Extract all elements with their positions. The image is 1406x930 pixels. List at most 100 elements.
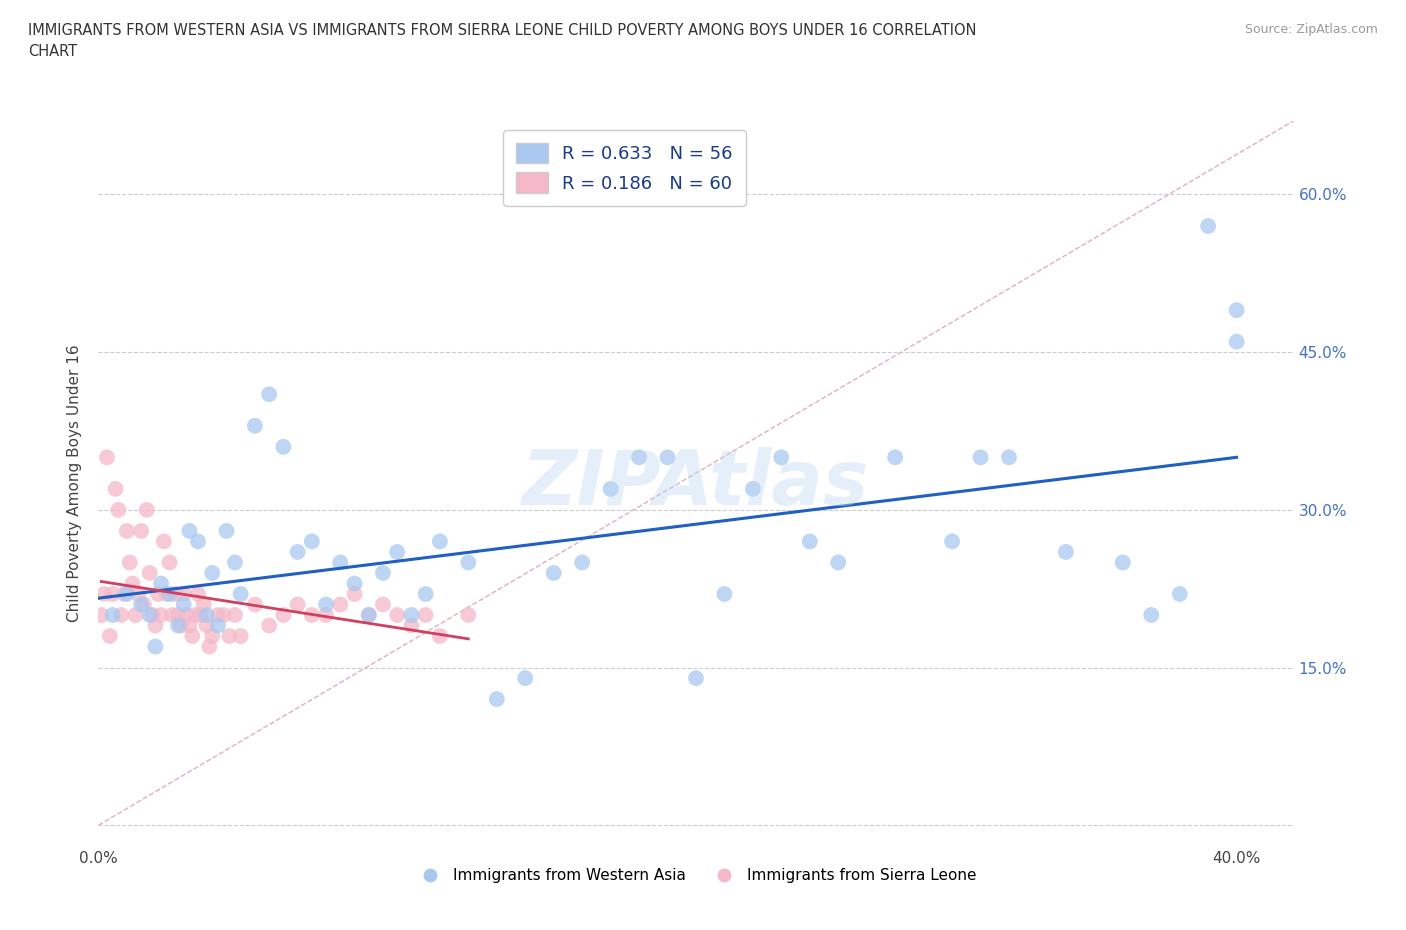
Point (343, 587, 366, 602)
Point (138, 607, 160, 622)
Point (287, 544, 309, 559)
Point (1140, 607, 1163, 622)
Point (215, 524, 238, 538)
Point (385, 607, 409, 622)
Point (485, 692, 508, 707)
Point (148, 587, 170, 602)
Point (713, 587, 735, 602)
Point (170, 618, 193, 633)
Point (201, 565, 224, 580)
Point (401, 618, 423, 633)
Point (115, 524, 138, 538)
Point (941, 534, 963, 549)
Point (90, 607, 112, 622)
Point (301, 607, 323, 622)
Point (273, 607, 295, 622)
Point (457, 607, 479, 622)
Point (301, 534, 323, 549)
Point (315, 597, 337, 612)
Point (218, 629, 240, 644)
Legend: Immigrants from Western Asia, Immigrants from Sierra Leone: Immigrants from Western Asia, Immigrants… (409, 862, 983, 889)
Point (143, 639, 166, 654)
Point (515, 671, 537, 685)
Point (127, 587, 149, 602)
Point (167, 618, 190, 633)
Point (98, 629, 121, 644)
Y-axis label: Child Poverty Among Boys Under 16: Child Poverty Among Boys Under 16 (67, 345, 83, 622)
Text: ZIPAtlas: ZIPAtlas (522, 446, 870, 521)
Point (571, 555, 593, 570)
Point (173, 597, 195, 612)
Point (415, 587, 437, 602)
Point (153, 534, 176, 549)
Point (115, 587, 138, 602)
Point (1054, 544, 1077, 559)
Point (385, 544, 409, 559)
Point (162, 607, 184, 622)
Point (599, 482, 621, 497)
Point (429, 629, 451, 644)
Point (184, 607, 207, 622)
Point (93, 587, 115, 602)
Point (207, 607, 229, 622)
Point (543, 565, 565, 580)
Point (195, 607, 218, 622)
Point (657, 450, 679, 465)
Point (179, 524, 201, 538)
Point (176, 607, 198, 622)
Point (329, 555, 352, 570)
Point (1112, 555, 1135, 570)
Point (104, 482, 127, 497)
Point (273, 439, 295, 454)
Point (187, 587, 209, 602)
Point (101, 587, 124, 602)
Point (110, 607, 132, 622)
Point (129, 597, 152, 612)
Point (257, 618, 280, 633)
Point (159, 555, 181, 570)
Point (429, 534, 451, 549)
Point (1197, 219, 1219, 233)
Point (628, 450, 651, 465)
Point (1226, 302, 1249, 317)
Point (201, 629, 224, 644)
Point (229, 629, 252, 644)
Point (371, 597, 394, 612)
Point (118, 555, 141, 570)
Point (357, 607, 380, 622)
Point (315, 607, 337, 622)
Point (150, 576, 173, 591)
Point (96, 450, 118, 465)
Point (132, 597, 155, 612)
Point (457, 555, 479, 570)
Point (181, 629, 204, 644)
Text: Source: ZipAtlas.com: Source: ZipAtlas.com (1244, 23, 1378, 36)
Point (229, 587, 252, 602)
Point (1168, 587, 1191, 602)
Point (193, 597, 215, 612)
Point (243, 418, 266, 433)
Point (329, 597, 352, 612)
Point (969, 450, 991, 465)
Point (371, 565, 394, 580)
Point (224, 555, 246, 570)
Point (190, 607, 212, 622)
Point (167, 607, 190, 622)
Point (156, 587, 179, 602)
Point (198, 639, 221, 654)
Point (138, 565, 160, 580)
Point (827, 555, 849, 570)
Point (1226, 334, 1249, 349)
Text: IMMIGRANTS FROM WESTERN ASIA VS IMMIGRANTS FROM SIERRA LEONE CHILD POVERTY AMONG: IMMIGRANTS FROM WESTERN ASIA VS IMMIGRAN… (28, 23, 977, 60)
Point (101, 607, 124, 622)
Point (187, 534, 209, 549)
Point (224, 607, 246, 622)
Point (415, 607, 437, 622)
Point (685, 671, 707, 685)
Point (243, 597, 266, 612)
Point (343, 576, 366, 591)
Point (129, 524, 152, 538)
Point (799, 534, 821, 549)
Point (143, 618, 166, 633)
Point (884, 450, 907, 465)
